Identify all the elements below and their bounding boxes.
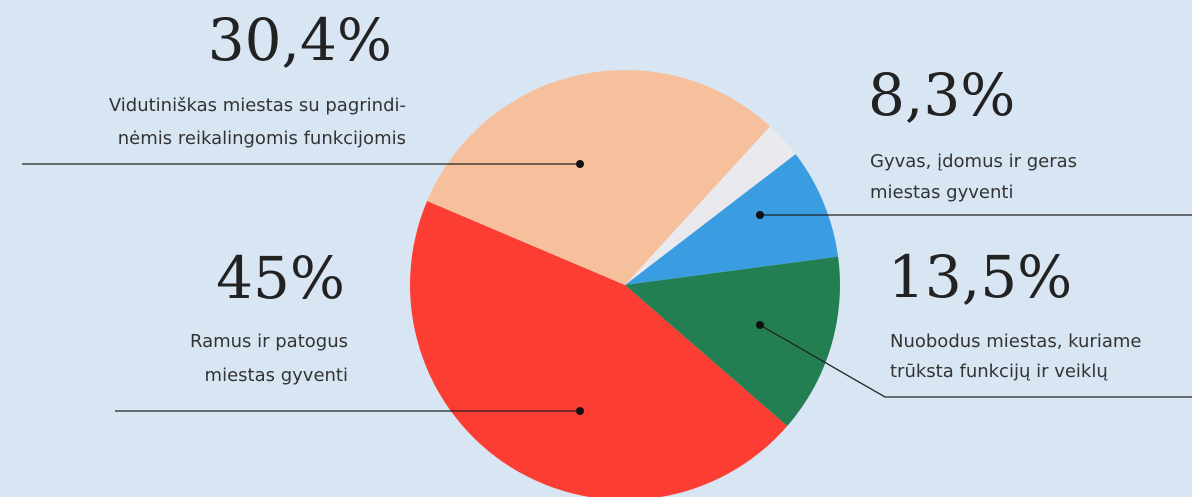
pie-slice bbox=[625, 154, 839, 285]
pie-slice bbox=[427, 70, 771, 285]
leader-dot bbox=[576, 407, 584, 415]
category-label: Gyvas, įdomus ir geras bbox=[870, 151, 1077, 172]
category-label: Ramus ir patogus bbox=[190, 331, 348, 352]
pie-slice bbox=[625, 256, 840, 427]
category-label: Vidutiniškas miestas su pagrindi- bbox=[109, 95, 406, 116]
value-label: 8,3% bbox=[868, 61, 1015, 129]
category-label: miestas gyventi bbox=[205, 365, 348, 386]
category-label: nėmis reikalingomis funkcijomis bbox=[118, 128, 406, 149]
value-label: 45% bbox=[216, 244, 345, 312]
pie-slice bbox=[410, 200, 788, 497]
pie-slice bbox=[625, 126, 796, 286]
value-label: 30,4% bbox=[208, 6, 392, 74]
category-label: miestas gyventi bbox=[870, 182, 1013, 203]
category-label: trūksta funkcijų ir veiklų bbox=[890, 361, 1108, 382]
value-label: 13,5% bbox=[888, 243, 1072, 311]
leader-dot bbox=[756, 211, 764, 219]
category-label: Nuobodus miestas, kuriame bbox=[890, 331, 1141, 352]
leader-dot bbox=[756, 321, 764, 329]
leader-dot bbox=[576, 160, 584, 168]
leader-line bbox=[759, 324, 1192, 398]
